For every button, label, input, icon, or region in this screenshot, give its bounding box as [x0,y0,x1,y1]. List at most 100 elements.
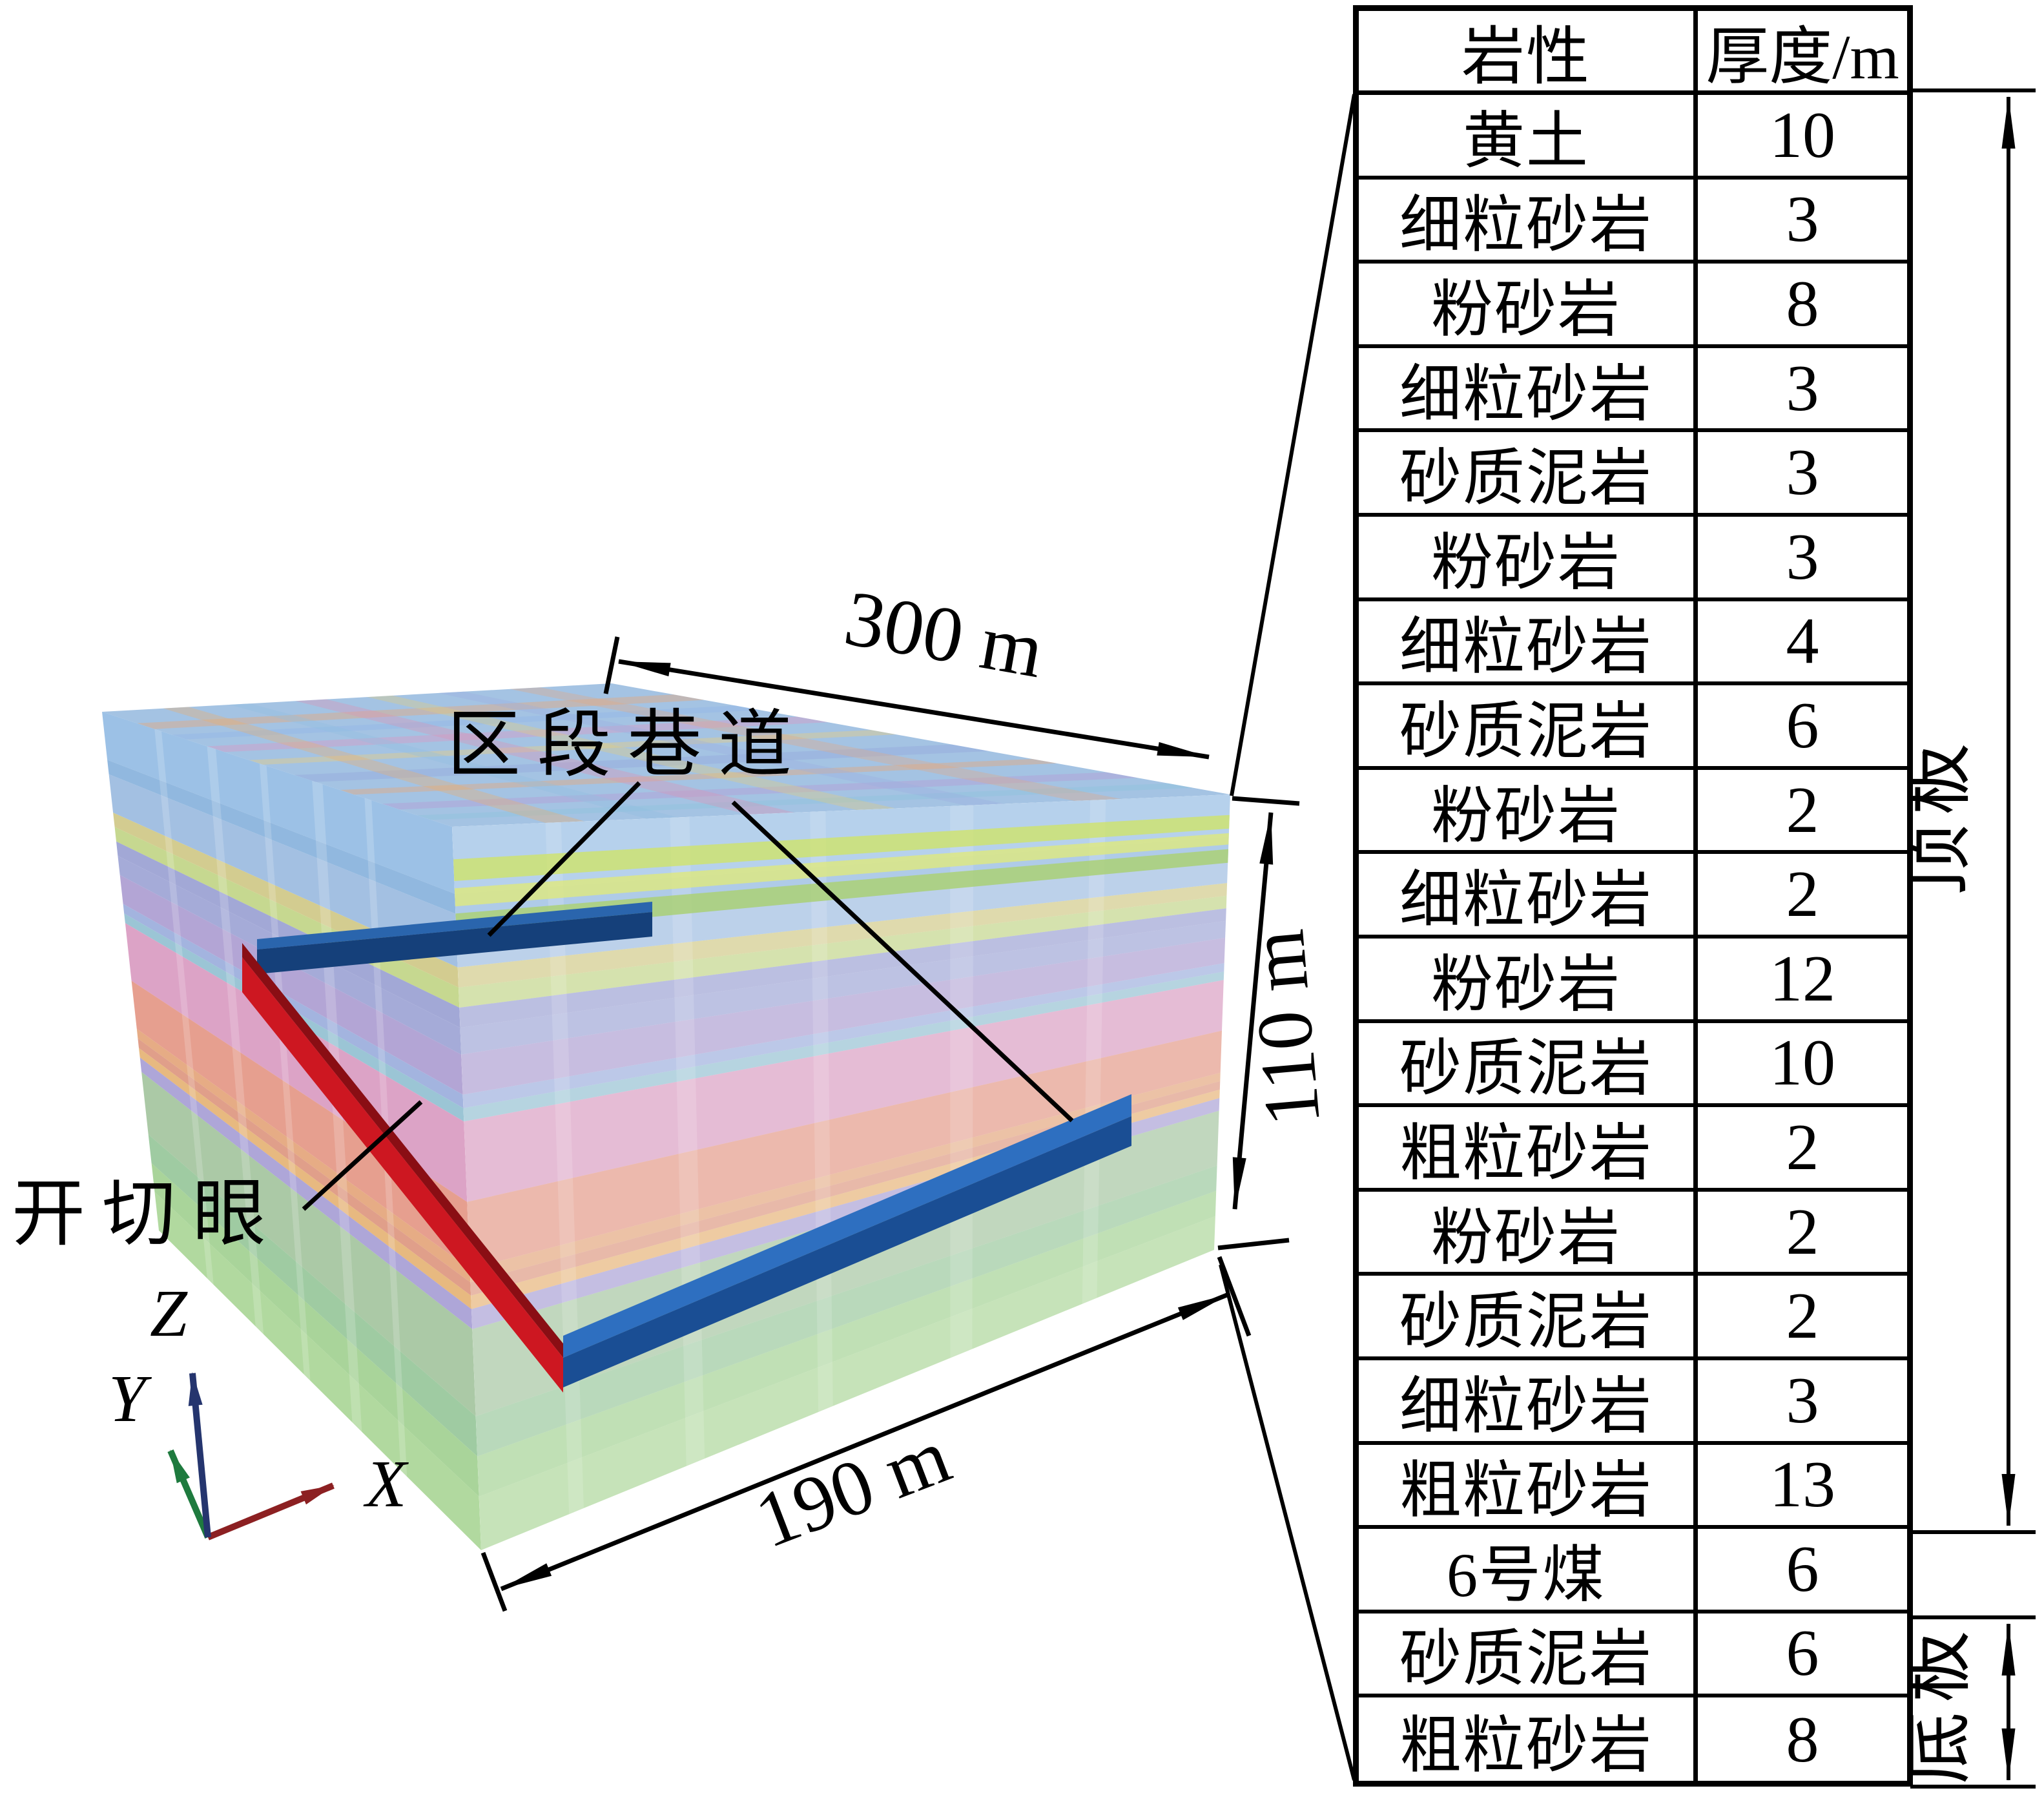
thickness-cell: 6 [1786,689,1819,762]
lithology-cell: 粉砂岩 [1359,1191,1698,1272]
dim-line-300m [618,659,1210,760]
model-right-face-layer [470,1072,1221,1283]
lithology-cell: 粗粒砂岩 [1359,1697,1698,1782]
table-row: 粗粒砂岩 2 [1359,1107,1907,1192]
coordinate-axes [167,1372,335,1541]
leader-roadway-upper [487,781,641,937]
z-axis-label: Z [150,1276,188,1351]
lithology-cell: 砂质泥岩 [1359,1022,1698,1104]
lithology-cell: 粉砂岩 [1359,769,1698,851]
roadway-beam-lower-top [563,1094,1131,1358]
thickness-cell: 10 [1770,98,1835,172]
model-left-face-layer [151,1163,479,1497]
top-face-stripe [382,772,1138,810]
dim-text-190m: 190 m [744,1412,961,1565]
leader-cut [302,1100,423,1211]
model-right-face-layer [459,895,1227,1008]
thickness-cell: 2 [1786,1195,1819,1269]
model-left-face-layer [139,1057,473,1329]
thickness-cell: 3 [1786,520,1819,594]
model-left-face-layer [102,712,455,894]
model-left-face-layer [108,774,458,968]
thickness-cell: 6 [1786,1532,1819,1606]
model-left-face-layer [107,760,456,914]
thickness-cell: 2 [1786,773,1819,847]
open-off-cut-beam-top [242,943,563,1358]
lithology-cell: 砂质泥岩 [1359,1276,1698,1356]
annotation-lines [302,88,2036,1789]
x-axis-arrow-icon [207,1482,335,1541]
z-axis-arrow-icon [188,1372,211,1538]
table-row: 细粒砂岩 3 [1359,1360,1907,1445]
table-row: 粉砂岩 12 [1359,938,1907,1023]
thickness-cell: 3 [1786,1364,1819,1437]
top-face-stripe [229,703,678,819]
col-header-lithology: 岩性 [1359,11,1698,90]
table-row: 细粒砂岩 4 [1359,601,1907,686]
mesh-streak [259,763,311,1381]
roadway-beam-upper-top [257,902,652,949]
thickness-cell: 4 [1786,605,1819,678]
dim-line-190m [500,1292,1230,1592]
dim-110m-extension-top [1232,796,1300,806]
goaf-stripe [454,833,1229,907]
label-open-off-cut: 开切眼 [12,1173,283,1255]
dim-text-300m: 300 m [838,574,1049,695]
connector-bottom [1219,1264,1356,1781]
table-row: 黄土 10 [1359,95,1907,180]
model-left-face-layer [119,875,463,1095]
lithology-cell: 细粒砂岩 [1359,348,1698,429]
thickness-cell: 12 [1770,942,1835,1015]
model-right-face-layer [460,920,1226,1055]
connector-top [1230,94,1356,796]
model-right-face-layer [470,1081,1221,1296]
x-axis-label: X [363,1447,409,1521]
dim-text-110m: 110 m [1233,926,1337,1129]
roadway-beam-upper-side [257,912,652,974]
model-left-face-layer [148,1134,478,1457]
lithology-cell: 粉砂岩 [1359,516,1698,597]
table-row: 细粒砂岩 3 [1359,348,1907,433]
model-left-face-layer [136,1028,471,1283]
table-row: 细粒砂岩 2 [1359,854,1907,939]
model-right-face-layer [457,883,1228,988]
numerical-model-block [102,683,1230,1550]
lithology-cell: 粗粒砂岩 [1359,1107,1698,1188]
top-face-stripe [295,699,795,814]
model-right-face-layer [461,937,1226,1095]
model-left-face-layer [139,1048,471,1309]
y-axis-arrow-icon [167,1449,211,1539]
thickness-cell: 3 [1786,183,1819,256]
mesh-streak [1082,800,1106,1304]
thickness-cell: 2 [1786,1110,1819,1184]
lithology-cell: 砂质泥岩 [1359,685,1698,766]
mesh-streak [207,746,264,1334]
goaf-stripe [453,814,1230,881]
top-face-stripe [172,705,760,740]
lithology-cell: 粉砂岩 [1359,264,1698,344]
model-left-face-layer [116,841,460,1028]
table-row: 粗粒砂岩 8 [1359,1697,1907,1782]
lithology-cell: 6号煤 [1359,1529,1698,1610]
lithology-cell: 砂质泥岩 [1359,432,1698,513]
lithology-cell: 粉砂岩 [1359,938,1698,1019]
table-row: 粗粒砂岩 13 [1359,1444,1907,1530]
top-face-stripe [163,707,584,823]
top-face-stripe [137,694,705,729]
thickness-cell: 8 [1786,1703,1819,1777]
table-row: 粉砂岩 3 [1359,516,1907,601]
model-left-face-layer [131,981,470,1269]
table-row: 6号煤 6 [1359,1529,1907,1613]
model-left-face-layer [141,1072,476,1416]
thickness-cell: 10 [1770,1026,1835,1100]
lithology-cell: 细粒砂岩 [1359,854,1698,935]
table-row: 粉砂岩 8 [1359,264,1907,348]
table-row: 粉砂岩 2 [1359,1191,1907,1276]
table-row: 细粒砂岩 3 [1359,179,1907,264]
model-left-face-layer [138,1038,471,1296]
model-left-face-layer [123,904,464,1108]
dim-190m-extension-left [480,1551,508,1612]
dim-110m-extension-bottom [1217,1238,1290,1250]
model-right-face-layer [459,908,1226,1028]
